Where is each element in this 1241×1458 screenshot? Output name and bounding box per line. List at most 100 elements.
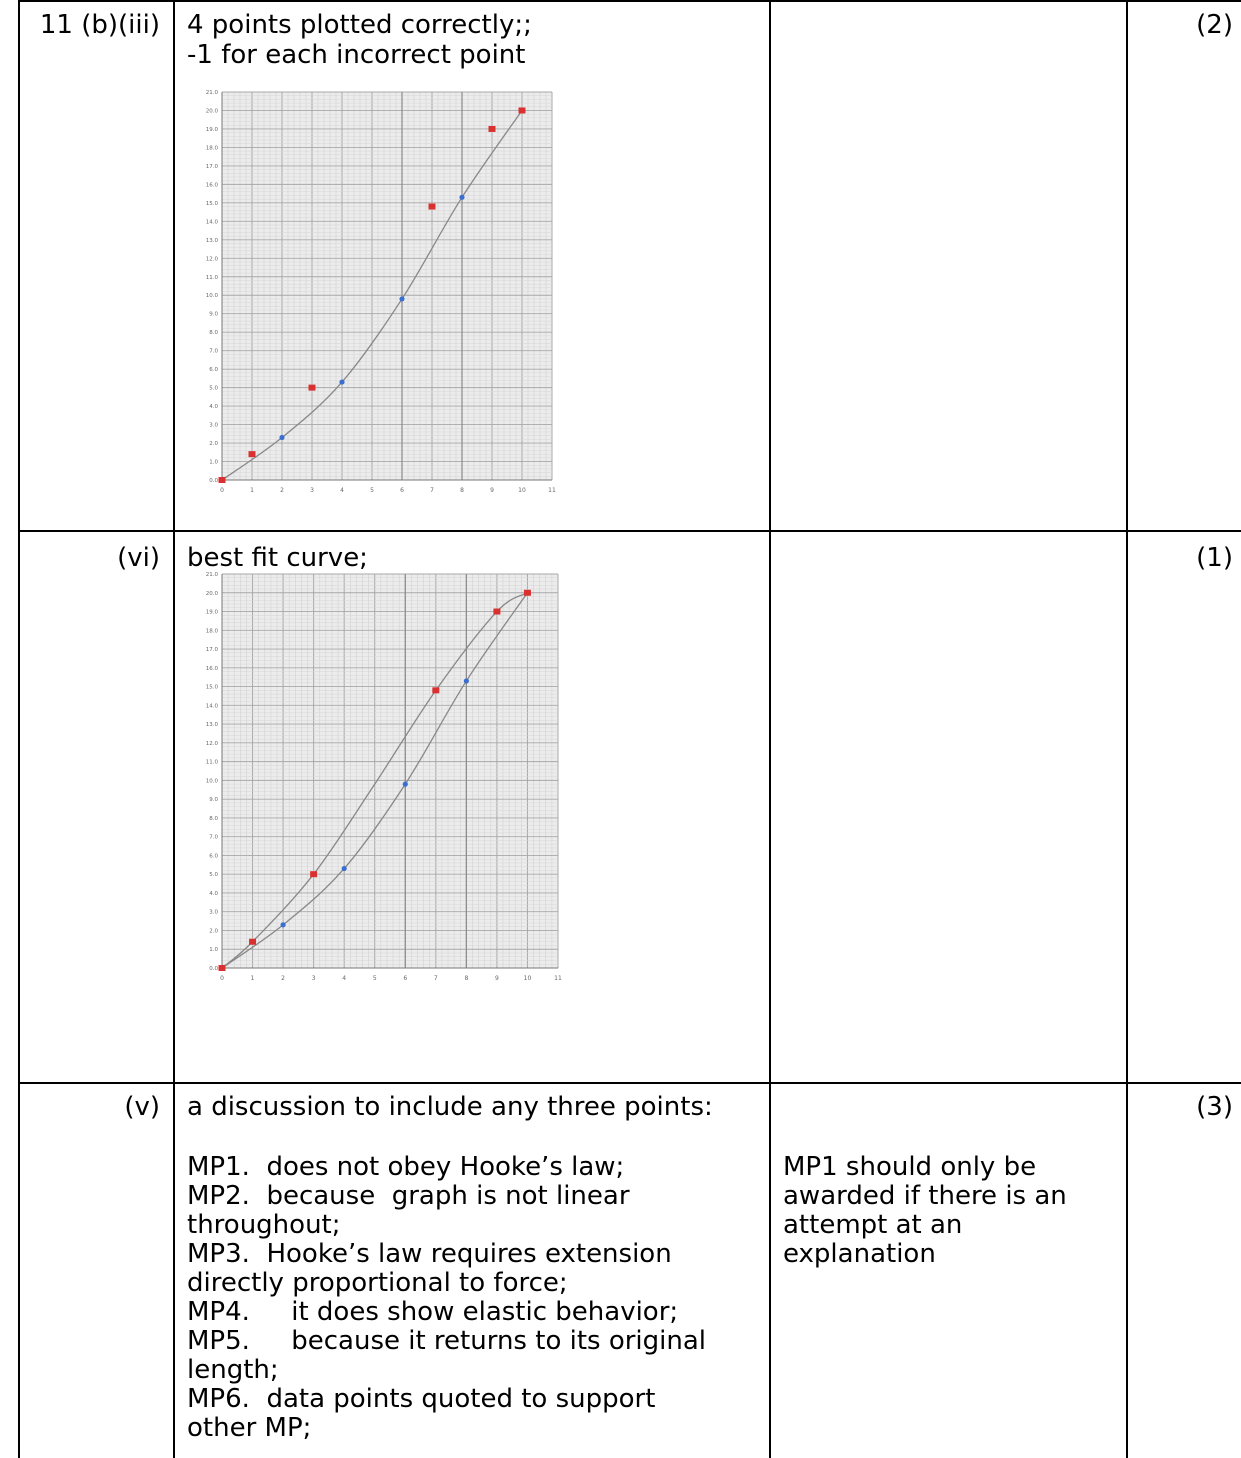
y-tick-label: 0.0	[209, 478, 218, 484]
guidance-note-line: explanation	[783, 1239, 936, 1269]
marking-point-line: MP5. because it returns to its original	[187, 1326, 707, 1356]
x-tick-label: 6	[403, 975, 407, 982]
x-tick-label: 2	[281, 975, 285, 982]
x-tick-label: 5	[373, 975, 377, 982]
mark-value: (3)	[1196, 1092, 1233, 1122]
y-tick-label: 11.0	[206, 760, 219, 766]
mark-value: (2)	[1196, 10, 1233, 40]
best-fit-curve	[221, 592, 528, 969]
y-tick-label: 1.0	[209, 947, 218, 953]
y-tick-label: 7.0	[209, 349, 218, 355]
y-tick-label: 15.0	[206, 201, 219, 207]
data-point-red	[428, 203, 436, 210]
y-tick-label: 6.0	[209, 367, 218, 373]
graph-svg: 0 1 2 3 4 5 6 7 8 9 10 11 0.0 1.0 2.0 3.0 4.0 5.0 6.0 7.0 8.…	[206, 572, 562, 982]
column-divider-3	[1126, 0, 1128, 1458]
y-tick-label: 20.0	[206, 591, 219, 597]
data-point-blue	[280, 922, 286, 928]
y-tick-label: 19.0	[206, 610, 219, 616]
x-tick-label: 0	[220, 487, 224, 494]
y-tick-label: 18.0	[206, 628, 219, 634]
plot-area	[222, 574, 558, 968]
x-tick-label: 0	[220, 975, 224, 982]
y-tick-label: 10.0	[206, 293, 219, 299]
y-tick-label: 14.0	[206, 703, 219, 709]
y-tick-label: 15.0	[206, 685, 219, 691]
x-tick-label: 11	[548, 487, 556, 494]
y-tick-label: 6.0	[209, 853, 218, 859]
y-tick-label: 13.0	[206, 238, 219, 244]
y-tick-label: 13.0	[206, 722, 219, 728]
data-point-blue	[459, 194, 465, 200]
row-divider-1	[18, 530, 1241, 532]
x-tick-label: 7	[430, 487, 434, 494]
y-tick-label: 17.0	[206, 647, 219, 653]
x-tick-label: 4	[340, 487, 344, 494]
data-point-red	[518, 107, 526, 114]
y-tick-label: 7.0	[209, 835, 218, 841]
marking-point-line: MP2. because graph is not linear	[187, 1181, 630, 1211]
marking-point-line: MP6. data points quoted to support	[187, 1384, 656, 1414]
data-point-red	[218, 477, 226, 483]
answer-line: -1 for each incorrect point	[187, 40, 526, 70]
discussion-intro: a discussion to include any three points…	[187, 1092, 713, 1122]
row-divider-2	[18, 1082, 1241, 1084]
y-tick-label: 16.0	[206, 666, 219, 672]
x-tick-label: 2	[280, 487, 284, 494]
y-tick-label: 4.0	[209, 404, 218, 410]
mark-value: (1)	[1196, 543, 1233, 573]
marking-point-line: directly proportional to force;	[187, 1268, 568, 1298]
question-number: (vi)	[117, 543, 160, 573]
x-tick-label: 8	[464, 975, 468, 982]
x-tick-label: 9	[495, 975, 499, 982]
y-tick-label: 8.0	[209, 816, 218, 822]
x-tick-label: 8	[460, 487, 464, 494]
x-tick-label: 9	[490, 487, 494, 494]
y-tick-label: 11.0	[206, 275, 219, 281]
y-tick-label: 18.0	[206, 145, 219, 151]
column-divider-2	[769, 0, 771, 1458]
x-tick-label: 3	[310, 487, 314, 494]
y-tick-label: 12.0	[206, 256, 219, 262]
data-point-red	[248, 451, 256, 458]
data-point-red	[249, 938, 257, 945]
x-tick-label: 4	[342, 975, 346, 982]
x-tick-label: 11	[554, 975, 562, 982]
guidance-note-line: MP1 should only be	[783, 1152, 1037, 1182]
x-tick-label: 7	[434, 975, 438, 982]
table-border-left	[18, 0, 20, 1458]
column-divider-1	[173, 0, 175, 1458]
guidance-note-line: attempt at an	[783, 1210, 963, 1240]
data-point-blue	[279, 434, 285, 441]
y-tick-label: 5.0	[209, 872, 218, 878]
data-point-red	[432, 687, 440, 694]
guidance-note-line: awarded if there is an	[783, 1181, 1067, 1211]
data-point-blue	[399, 296, 405, 302]
y-tick-label: 20.0	[206, 108, 219, 114]
y-tick-label: 9.0	[209, 797, 218, 803]
y-tick-label: 0.0	[209, 966, 218, 972]
y-tick-label: 21.0	[206, 90, 219, 96]
answer-line: best fit curve;	[187, 543, 368, 573]
best-fit-curve-graph: 0 1 2 3 4 5 6 7 8 9 10 11 0.0 1.0 2.0 3.0 4.0 5.0 6.0 7.0 8.…	[192, 566, 568, 986]
data-point-red	[310, 871, 318, 878]
y-tick-label: 2.0	[209, 928, 218, 934]
y-tick-label: 21.0	[206, 572, 219, 578]
marking-point-line: MP1. does not obey Hooke’s law;	[187, 1152, 625, 1182]
question-number: 11 (b)(iii)	[39, 10, 160, 40]
x-tick-label: 3	[312, 975, 316, 982]
data-point-blue	[341, 865, 347, 872]
data-point-red	[308, 384, 316, 391]
y-tick-label: 12.0	[206, 741, 219, 747]
data-point-blue	[339, 379, 345, 385]
data-point-red	[218, 965, 226, 971]
y-tick-label: 8.0	[209, 330, 218, 336]
y-tick-label: 10.0	[206, 778, 219, 784]
y-tick-label: 19.0	[206, 127, 219, 133]
y-tick-label: 14.0	[206, 219, 219, 225]
y-tick-label: 5.0	[209, 386, 218, 392]
plotted-points-graph: 0 1 2 3 4 5 6 7 8 9 10 11 0.0 1.0 2.0 3.0 4.0 5.0 6.0 7.0 8.…	[192, 84, 562, 498]
marking-point-line: MP3. Hooke’s law requires extension	[187, 1239, 672, 1269]
x-tick-label: 5	[370, 487, 374, 494]
x-tick-label: 10	[524, 975, 532, 982]
